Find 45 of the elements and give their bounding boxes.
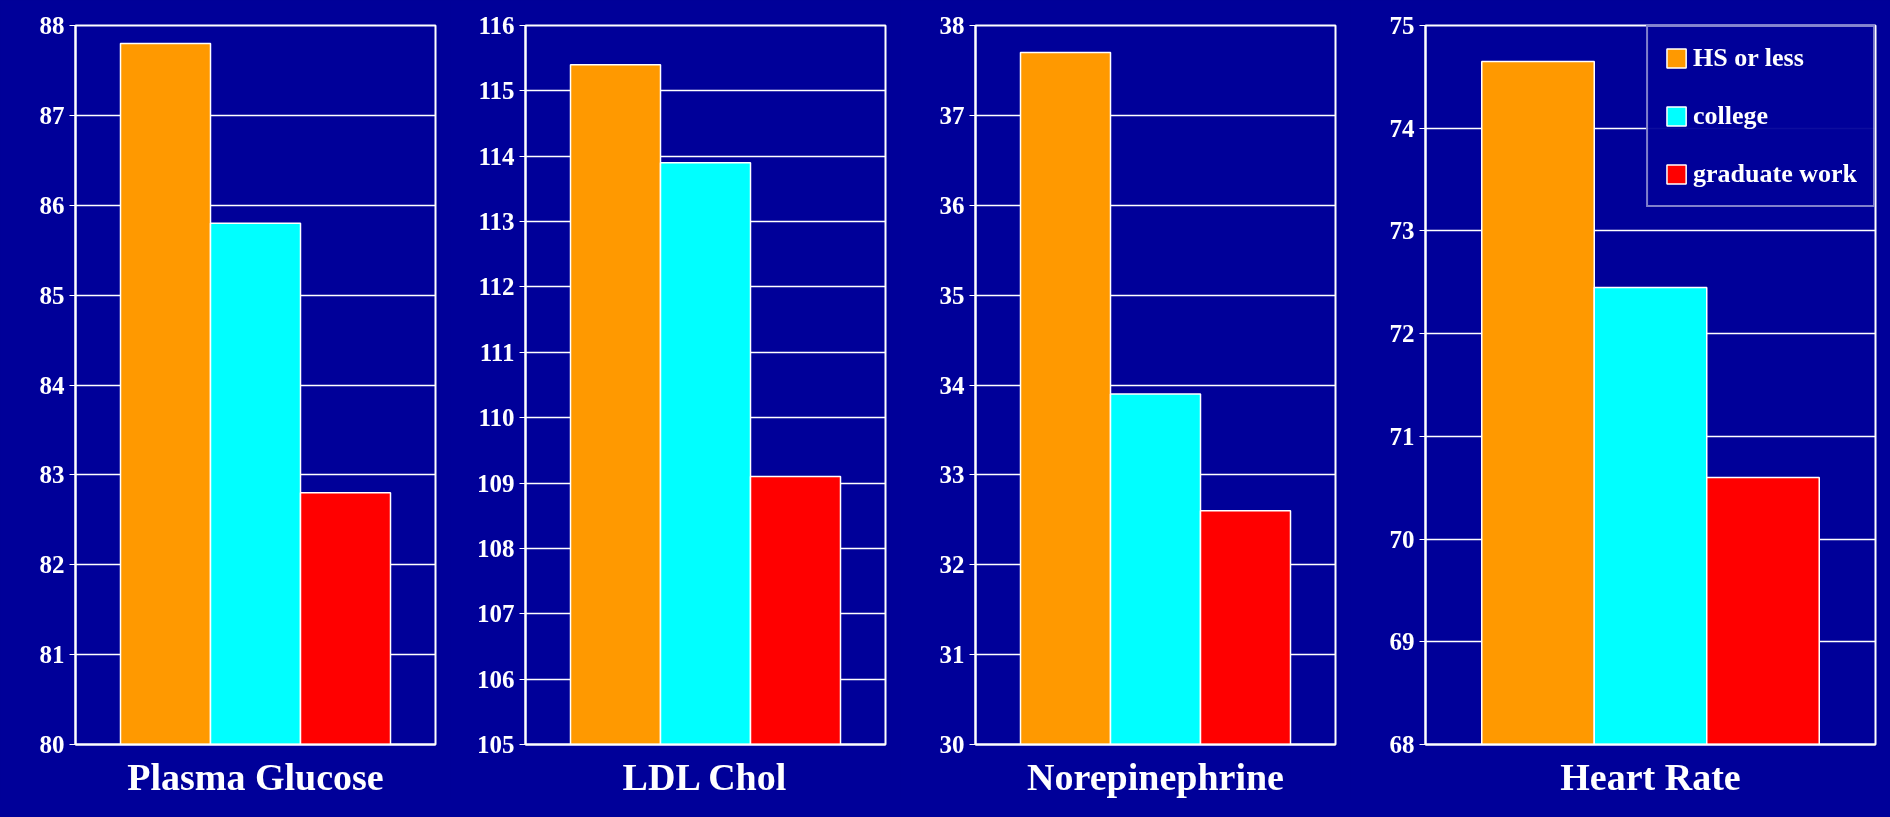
y-tick-label: 38 <box>939 12 965 39</box>
y-tick-label: 73 <box>1389 217 1415 245</box>
y-tick-label: 71 <box>1389 422 1415 450</box>
x-axis-title: LDL Chol <box>622 755 787 798</box>
x-axis-title: Norepinephrine <box>1027 755 1284 798</box>
y-tick-label: 106 <box>477 665 515 693</box>
y-tick-label: 105 <box>477 731 515 758</box>
y-tick-label: 30 <box>939 731 965 758</box>
y-tick-label: 108 <box>477 534 515 562</box>
y-tick-label: 80 <box>39 731 65 758</box>
y-tick-label: 82 <box>39 551 65 579</box>
y-tick-label: 87 <box>39 101 65 129</box>
y-tick-label: 115 <box>478 77 515 105</box>
y-tick-label: 68 <box>1389 731 1415 758</box>
x-axis-title: Plasma Glucose <box>127 755 384 798</box>
y-tick-label: 70 <box>1389 525 1415 553</box>
y-tick-label: 31 <box>939 641 965 669</box>
y-tick-label: 88 <box>39 12 65 39</box>
y-tick-label: 36 <box>939 191 965 219</box>
y-tick-label: 107 <box>477 600 515 628</box>
legend-label: graduate work <box>1693 159 1857 189</box>
y-tick-label: 37 <box>939 101 965 129</box>
y-tick-label: 112 <box>478 273 515 301</box>
y-tick-label: 75 <box>1389 12 1415 39</box>
y-tick-label: 34 <box>939 371 965 399</box>
y-tick-label: 81 <box>39 641 65 669</box>
y-tick-label: 110 <box>478 404 515 432</box>
y-tick-label: 113 <box>478 208 515 236</box>
legend-label: HS or less <box>1693 43 1804 73</box>
y-tick-label: 111 <box>479 338 515 366</box>
y-tick-label: 116 <box>478 12 515 39</box>
y-tick-label: 86 <box>39 191 65 219</box>
y-tick-label: 35 <box>939 281 965 309</box>
x-axis-title: Heart Rate <box>1560 755 1741 798</box>
y-tick-label: 33 <box>939 461 965 489</box>
legend-label: college <box>1693 101 1769 131</box>
y-tick-label: 84 <box>39 371 65 399</box>
y-tick-label: 109 <box>477 469 515 497</box>
y-tick-label: 83 <box>39 461 65 489</box>
y-tick-label: 69 <box>1389 628 1415 656</box>
y-tick-label: 74 <box>1389 114 1415 142</box>
y-tick-label: 85 <box>39 281 65 309</box>
y-tick-label: 114 <box>478 142 515 170</box>
y-tick-label: 72 <box>1389 320 1415 348</box>
y-tick-label: 32 <box>939 551 965 579</box>
